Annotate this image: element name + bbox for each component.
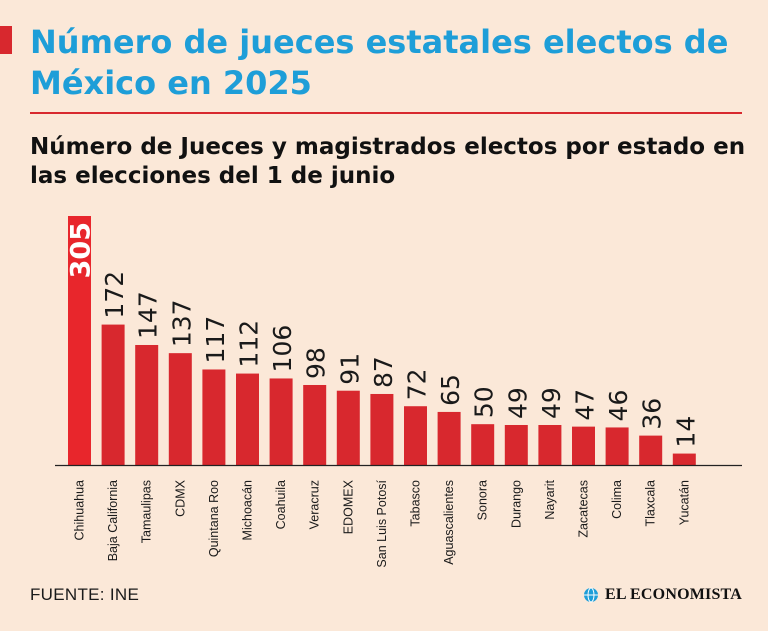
category-label: Baja California [106, 480, 120, 561]
bar-12 [471, 424, 495, 465]
value-label: 106 [268, 325, 297, 373]
bar-0 [68, 216, 91, 465]
category-label: Aguascalientes [442, 480, 456, 565]
brand-logo: EL ECONOMISTA [583, 586, 742, 604]
value-label: 49 [503, 387, 532, 419]
bar-1 [101, 324, 125, 465]
value-label: 72 [403, 368, 432, 400]
bar-16 [605, 427, 629, 465]
value-label: 172 [100, 271, 129, 319]
category-label: Tamaulipas [140, 480, 154, 543]
globe-icon [584, 587, 598, 603]
category-label: Zacatecas [577, 480, 591, 538]
category-label: Yucatán [677, 480, 691, 525]
chart-title: Número de jueces estatales electos de Mé… [30, 23, 729, 102]
category-label: Nayarit [543, 479, 557, 519]
value-label: 112 [235, 320, 264, 368]
value-label: 117 [201, 316, 230, 364]
bar-8 [336, 390, 360, 465]
value-label: 98 [302, 347, 331, 379]
category-label: Quintana Roo [207, 480, 221, 557]
source-note: FUENTE: INE [30, 585, 140, 604]
value-label: 305 [66, 222, 97, 278]
category-label: San Luis Potosí [375, 479, 389, 567]
value-label: 50 [470, 386, 499, 418]
bar-17 [639, 435, 663, 465]
title-accent-bar [0, 26, 12, 54]
bar-7 [303, 384, 327, 465]
value-label: 36 [638, 398, 667, 430]
bar-10 [404, 406, 427, 465]
bar-2 [135, 344, 159, 465]
brand-name: EL ECONOMISTA [605, 586, 742, 603]
title-divider [30, 112, 742, 114]
category-label: CDMX [173, 479, 187, 516]
value-label: 147 [134, 291, 163, 339]
bar-3 [168, 353, 192, 465]
bar-18 [672, 453, 696, 465]
category-label: Colima [610, 480, 624, 519]
chart-subtitle: Número de Jueces y magistrados electos p… [30, 134, 746, 189]
category-label: EDOMEX [341, 479, 355, 534]
bar-15 [572, 426, 595, 465]
category-label: Tabasco [409, 480, 423, 527]
bar-4 [202, 369, 226, 465]
category-label: Veracruz [308, 480, 322, 529]
category-label: Chihuahua [73, 480, 87, 541]
category-label: Tlaxcala [644, 480, 658, 527]
value-label: 47 [571, 389, 600, 421]
category-label: Durango [509, 480, 523, 528]
value-label: 65 [436, 374, 465, 406]
bar-11 [437, 411, 461, 465]
bar-5 [236, 373, 259, 465]
value-label: 14 [671, 416, 700, 448]
value-label: 91 [335, 353, 364, 385]
value-label: 137 [167, 299, 196, 347]
bar-6 [269, 378, 293, 465]
category-label: Sonora [476, 480, 490, 520]
value-label: 46 [604, 390, 633, 422]
bar-14 [538, 424, 562, 465]
bar-13 [504, 424, 528, 465]
value-label: 49 [537, 387, 566, 419]
value-label: 87 [369, 356, 398, 388]
category-label: Coahuila [274, 480, 288, 529]
bar-9 [370, 393, 394, 465]
category-label: Michoacán [241, 480, 255, 540]
